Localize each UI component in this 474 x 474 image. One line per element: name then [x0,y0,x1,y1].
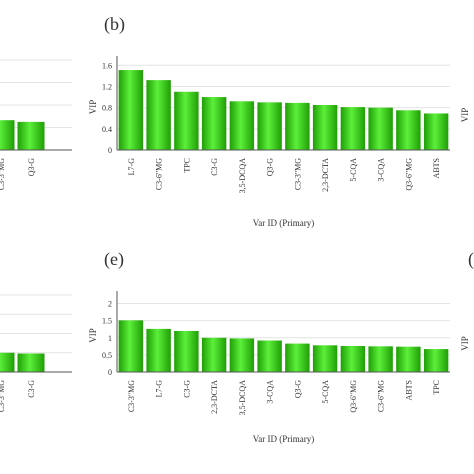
bar [312,345,338,372]
y-tick-label: 0.5 [102,351,112,360]
category-label: C3-3"MG [293,158,302,190]
bar [285,102,310,150]
y-axis-label: VIP [460,108,470,123]
y-tick-label: 1 [108,334,112,343]
bar [229,101,255,150]
category-label: 3-CQA [377,158,386,182]
bar [368,346,393,372]
panel-label: (b) [104,14,125,35]
y-tick-label: 0.8 [102,104,112,113]
category-label: C3-3"MG [0,158,6,190]
category-label: C3-6"MG [377,380,386,412]
category-label: 5-CQA [321,380,330,404]
category-label: 5-CQA [349,158,358,182]
y-tick-label: 0 [108,368,112,377]
bar [257,102,282,150]
bar [396,110,421,150]
category-label: TPC [432,380,441,395]
category-label: 3-CQA [266,380,275,404]
y-axis-label: VIP [88,100,98,115]
category-label: 3,5-DCQA [238,158,247,194]
category-label: ABTS [432,158,441,178]
x-axis-label: Var ID (Primary) [253,218,314,228]
chart-right-bottom-partial: VIP ( [460,249,474,351]
bar [201,337,227,372]
chart-panel-b: L7-G C3-6"MG TPC C3-G 3,5-DCQA Q3-G C3-3"MG 2,3… [88,14,450,228]
bar [118,320,144,372]
bar [340,345,366,372]
y-tick-label: 0.4 [102,125,112,134]
category-label: C3-6"MG [155,158,164,190]
bar [201,97,227,150]
bar [0,352,15,372]
category-label: C3-G [210,158,219,176]
y-tick-label: 2 [108,300,112,309]
category-label: TPC [182,158,191,173]
category-label: L7-G [155,380,164,398]
category-label: Q3-6"MG [349,380,358,413]
category-label: 2,3-DCTA [321,158,330,192]
y-axis-label: VIP [460,336,470,351]
chart-left-bottom-partial: C3-3"MG C3-G [0,294,72,412]
bar [146,80,171,150]
bar [423,113,449,150]
bar [285,343,310,372]
chart-panel-e: C3-3"MG L7-G C3-G 2,3-DCTA 3,5-DCQA 3-CQA Q3-G… [88,249,450,444]
y-tick-label: 1.2 [102,82,112,91]
bar [17,353,45,372]
bar [312,105,338,150]
category-label: Q3-G [293,380,302,398]
bar [118,70,144,150]
category-label: C3-3"MG [0,380,6,412]
category-label: C3-3"MG [127,380,136,412]
bar [0,120,15,150]
y-tick-label: 0 [108,146,112,155]
bar [423,349,449,372]
y-axis-label: VIP [88,328,98,343]
bar [396,346,421,372]
category-label: 3,5-DCQA [238,380,247,416]
chart-right-top-partial: VIP [460,108,470,123]
category-label: C3-G [27,380,36,398]
bar [229,338,255,372]
panel-label: ( [468,249,474,270]
panel-label: (e) [104,249,124,270]
x-axis-label: Var ID (Primary) [253,434,314,444]
category-label: Q3-6"MG [404,158,413,191]
y-tick-label: 1.5 [102,317,112,326]
bar [340,107,366,150]
bar [146,328,171,372]
bar [368,107,393,150]
chart-left-top-partial: C3-3"MG Q3-G [0,59,72,190]
category-label: ABTS [404,380,413,400]
bar [174,91,199,150]
category-label: 2,3-DCTA [210,380,219,414]
category-label: L7-G [127,158,136,176]
category-label: C3-G [182,380,191,398]
category-label: Q3-G [266,158,275,176]
category-label: Q3-G [27,158,36,176]
y-tick-label: 1.6 [102,61,112,70]
bar [257,340,282,372]
bar [174,330,199,372]
bar [17,121,45,150]
